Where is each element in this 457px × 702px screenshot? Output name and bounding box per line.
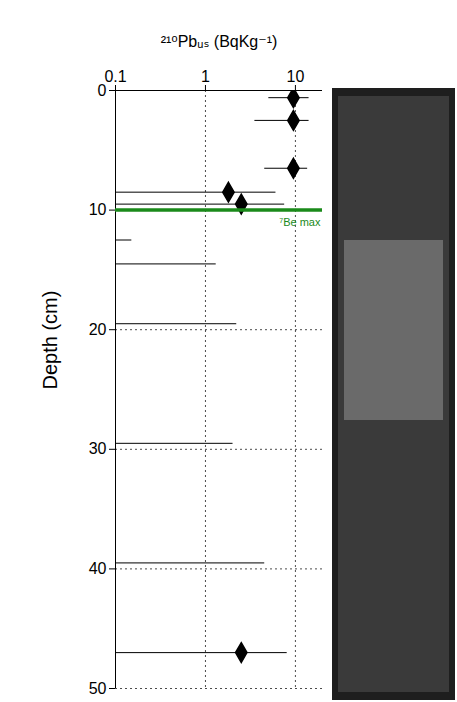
svg-text:10: 10	[89, 201, 107, 218]
svg-text:30: 30	[89, 440, 107, 457]
svg-text:50: 50	[89, 680, 107, 697]
svg-text:1: 1	[201, 68, 210, 85]
svg-text:Depth (cm): Depth (cm)	[39, 291, 61, 390]
svg-text:40: 40	[89, 560, 107, 577]
svg-text:0: 0	[97, 81, 107, 99]
svg-text:20: 20	[89, 321, 107, 338]
svg-text:0.1: 0.1	[104, 68, 126, 85]
svg-text:⁷Be max: ⁷Be max	[279, 216, 321, 228]
svg-text:²¹⁰Pbᵤₛ (BqKg⁻¹): ²¹⁰Pbᵤₛ (BqKg⁻¹)	[161, 33, 278, 50]
svg-text:10: 10	[287, 68, 305, 85]
